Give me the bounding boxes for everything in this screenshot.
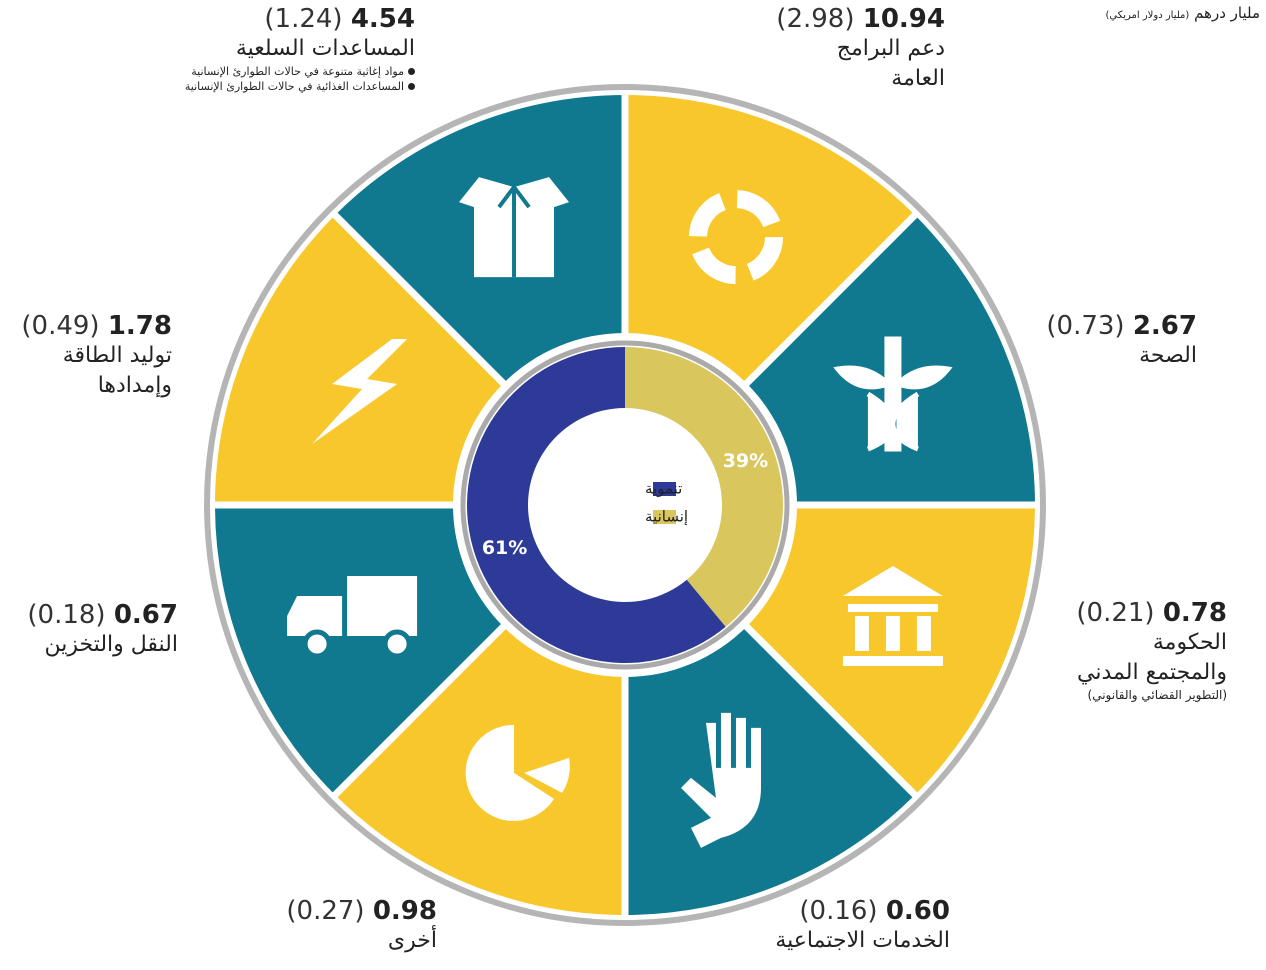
value-aed: 1.78 <box>107 311 172 341</box>
sector-name: توليد الطاقة <box>62 343 172 368</box>
legend-swatch <box>653 482 676 496</box>
icon-part <box>497 183 531 278</box>
sector-name: النقل والتخزين <box>44 632 178 657</box>
inner-border <box>460 340 790 670</box>
outer-border <box>204 84 1046 926</box>
sector-value: 2.67 (0.73) <box>1046 311 1197 341</box>
donut-slice <box>625 347 784 627</box>
sector-label: 1.78 (0.49) توليد الطاقة وإمدادها <box>21 311 172 401</box>
sector-name: والمجتمع المدني <box>1077 660 1227 685</box>
icon-part <box>302 629 332 659</box>
sector-name: الحكومة <box>1152 630 1227 655</box>
sector-icon <box>680 712 761 848</box>
unit-header: مليار درهم (مليار دولار امريكي) <box>1105 4 1260 22</box>
bullet-text: مواد إغاثية متنوعة في حالات الطوارئ الإن… <box>191 65 404 78</box>
sector-bullet: المساعدات الغذائية في حالات الطوارئ الإن… <box>185 79 415 94</box>
value-aed: 10.94 <box>862 4 945 34</box>
sector-value: 1.78 (0.49) <box>21 311 172 341</box>
icon-part <box>465 724 570 821</box>
value-usd: (2.98) <box>776 4 855 34</box>
sector-bullet: مواد إغاثية متنوعة في حالات الطوارئ الإن… <box>185 64 415 79</box>
icon-part <box>833 336 953 452</box>
bullet-dot <box>408 83 415 90</box>
value-usd: (0.18) <box>27 600 106 630</box>
sector-label: 4.54 (1.24) المساعدات السلعية مواد إغاثية … <box>185 4 415 94</box>
sector-value: 10.94 (2.98) <box>776 4 945 34</box>
sector-value: 0.98 (0.27) <box>286 896 437 926</box>
sector-label: 0.60 (0.16) الخدمات الاجتماعية <box>775 896 950 956</box>
value-usd: (1.24) <box>264 4 343 34</box>
value-usd: (0.27) <box>286 896 365 926</box>
legend-swatch <box>653 510 676 524</box>
sector-label: 0.78 (0.21) الحكومة والمجتمع المدني (التطوي… <box>1076 598 1227 702</box>
sector-name: أخرى <box>387 928 437 953</box>
value-aed: 4.54 <box>350 4 415 34</box>
sector-icon <box>459 177 570 278</box>
sector-icon <box>842 565 943 666</box>
sector-label: 0.98 (0.27) أخرى <box>286 896 437 956</box>
sector-icon <box>688 190 783 285</box>
value-usd: (0.73) <box>1046 311 1125 341</box>
bullet-text: المساعدات الغذائية في حالات الطوارئ الإن… <box>184 80 404 93</box>
sector-note: (التطوير القضائي والقانوني) <box>1087 688 1227 702</box>
value-label: 61% <box>482 537 527 559</box>
value-usd: (0.49) <box>21 311 100 341</box>
sector-icon <box>465 724 570 821</box>
sector-name: وإمدادها <box>97 373 172 398</box>
sector-value: 0.67 (0.18) <box>27 600 178 630</box>
bullet-dot <box>408 68 415 75</box>
value-aed: 0.78 <box>1162 598 1227 628</box>
sector-value: 0.78 (0.21) <box>1076 598 1227 628</box>
unit-usd: (مليار دولار امريكي) <box>1105 10 1190 21</box>
legend-label: تنموية <box>645 480 682 498</box>
unit: مليار درهم <box>1194 4 1260 22</box>
value-aed: 2.67 <box>1132 311 1197 341</box>
sector-label: 2.67 (0.73) الصحة <box>1046 311 1197 371</box>
sector-value: 0.60 (0.16) <box>775 896 950 926</box>
sector-icon <box>287 575 418 659</box>
sector-name: الخدمات الاجتماعية <box>775 928 950 953</box>
sector-name: دعم البرامج <box>836 36 945 61</box>
sector-label: 0.67 (0.18) النقل والتخزين <box>27 600 178 660</box>
icon-part <box>680 712 761 848</box>
sector-label: 10.94 (2.98) دعم البرامج العامة <box>776 4 945 94</box>
value-usd: (0.16) <box>799 896 878 926</box>
sector-name: الصحة <box>1139 343 1197 368</box>
icon-part <box>382 629 412 659</box>
icon-part <box>688 190 783 285</box>
icon-part <box>842 565 943 666</box>
donut-slice <box>467 347 726 663</box>
value-aed: 0.60 <box>885 896 950 926</box>
value-label: 39% <box>723 450 768 472</box>
sector-icon <box>833 336 953 452</box>
value-aed: 0.67 <box>113 600 178 630</box>
sector-name: المساعدات السلعية <box>235 36 415 61</box>
sector-value: 4.54 (1.24) <box>185 4 415 34</box>
sector-name: العامة <box>891 66 945 91</box>
icon-part <box>287 575 418 636</box>
legend-label: إنسانية <box>645 508 688 526</box>
value-usd: (0.21) <box>1076 598 1155 628</box>
value-aed: 0.98 <box>372 896 437 926</box>
